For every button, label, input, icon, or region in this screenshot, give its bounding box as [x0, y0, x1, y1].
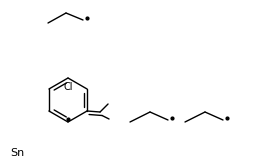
Text: Cl: Cl: [63, 82, 73, 92]
Text: Sn: Sn: [10, 148, 24, 158]
